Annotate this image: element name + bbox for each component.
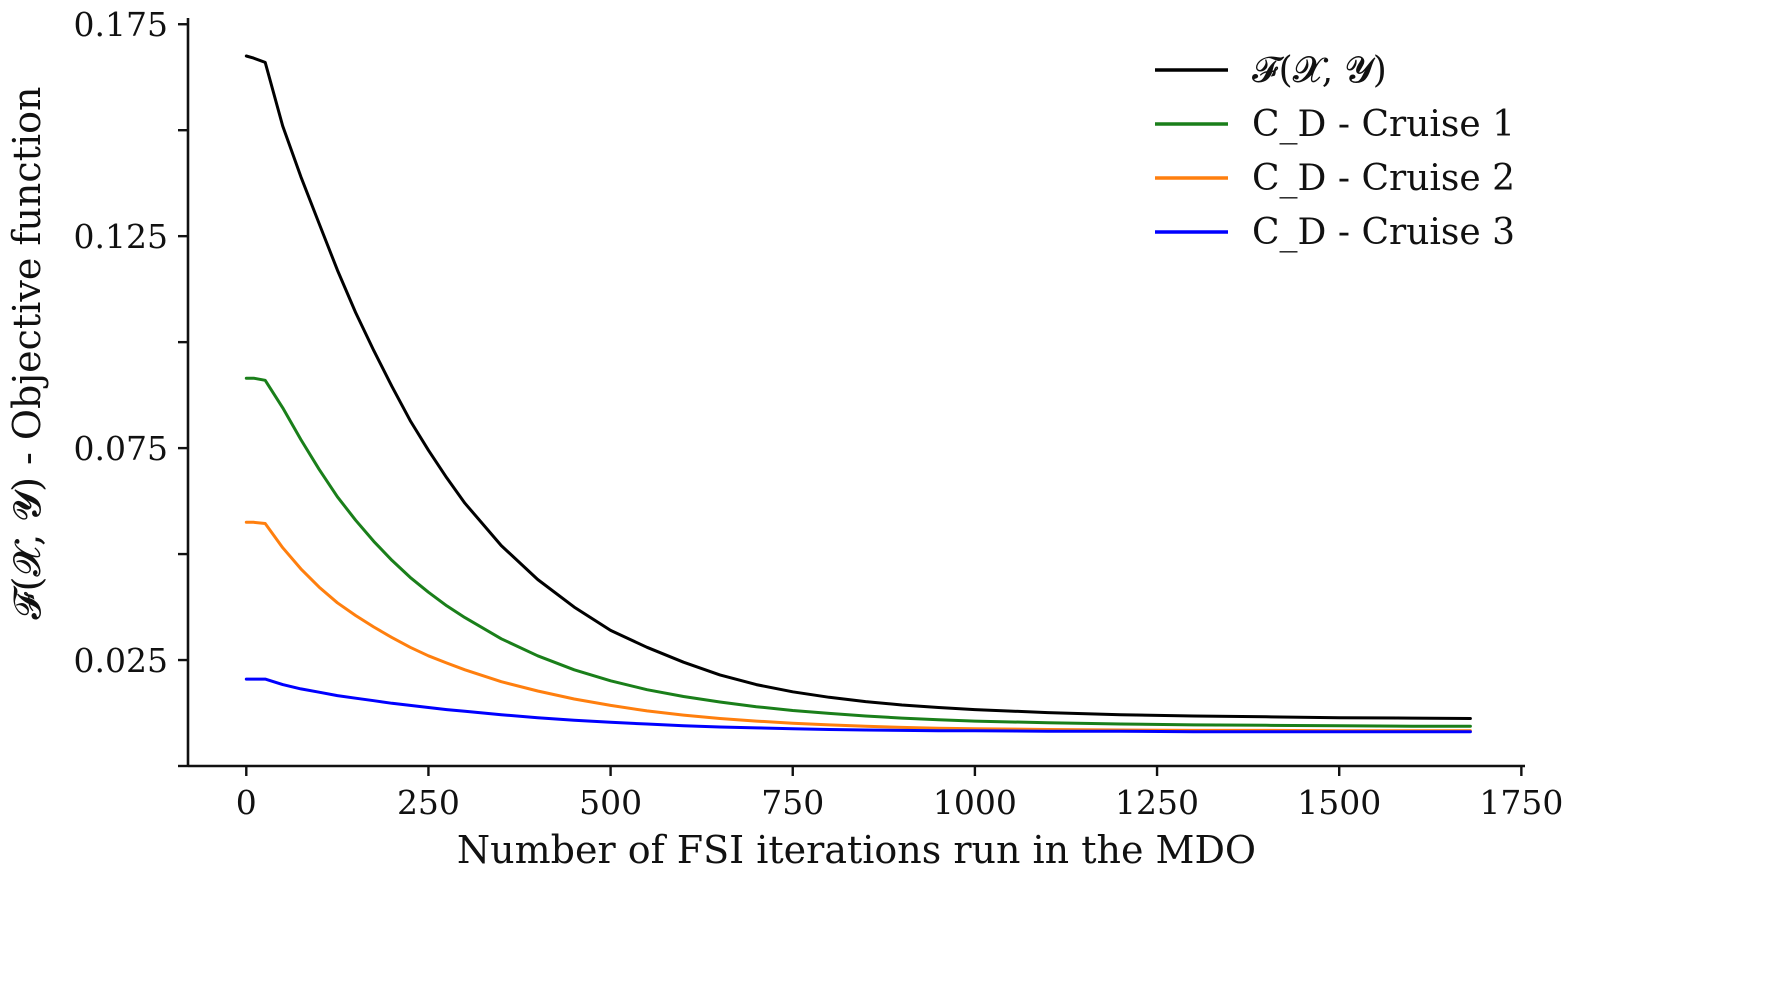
- y-tick-label: 0.075: [74, 429, 168, 468]
- series-group: [244, 54, 1472, 734]
- x-tick-label: 0: [236, 783, 257, 822]
- axes: [186, 18, 1525, 768]
- series-line-cruise-1: [244, 376, 1472, 728]
- x-tick-label: 1000: [933, 783, 1017, 822]
- series-line-cruise-2: [244, 520, 1472, 733]
- x-tick-label: 1250: [1115, 783, 1199, 822]
- legend-label-cruise-3: C_D - Cruise 3: [1252, 212, 1515, 253]
- x-tick-label: 1750: [1479, 783, 1563, 822]
- x-tick-label: 750: [761, 783, 824, 822]
- legend-label-cruise-2: C_D - Cruise 2: [1252, 158, 1515, 199]
- x-tick-label: 500: [579, 783, 642, 822]
- x-tick-label: 250: [397, 783, 460, 822]
- x-tick-label: 1500: [1297, 783, 1381, 822]
- x-ticks: 0 250 500 750 1000 1250 1500 1750: [236, 766, 1563, 822]
- y-axis-label: 𝓕(𝓧, 𝓨) - Objective function: [5, 87, 49, 620]
- series-line-objective: [244, 54, 1472, 720]
- y-tick-label: 0.125: [74, 217, 168, 256]
- series-line-cruise-3: [244, 677, 1472, 734]
- legend-label-cruise-1: C_D - Cruise 1: [1252, 104, 1515, 145]
- y-ticks: 0.025 0.075 0.125 0.175: [74, 5, 188, 768]
- legend: 𝓕(𝓧, 𝓨) C_D - Cruise 1 C_D - Cruise 2 C_…: [1155, 50, 1515, 253]
- y-tick-label: 0.175: [74, 5, 168, 44]
- y-tick-label: 0.025: [74, 641, 168, 680]
- x-axis-label: Number of FSI iterations run in the MDO: [457, 828, 1256, 872]
- legend-label-objective: 𝓕(𝓧, 𝓨): [1252, 50, 1387, 91]
